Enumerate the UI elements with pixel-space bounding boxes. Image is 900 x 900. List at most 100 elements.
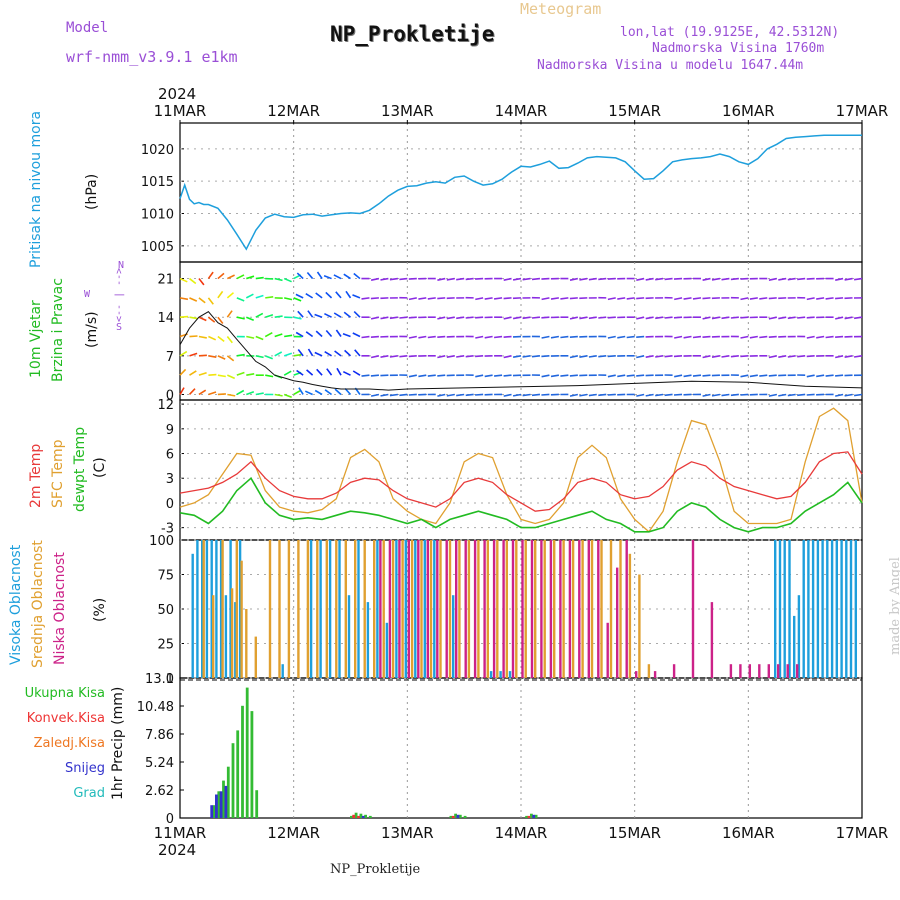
wind-barb <box>617 374 626 378</box>
wind-dir-w: W <box>84 289 91 300</box>
y-tick-clouds: 25 <box>157 638 174 653</box>
wind-barb <box>255 355 264 359</box>
wind-barb <box>399 393 408 397</box>
y-tick-clouds: 75 <box>157 569 174 584</box>
y-tick-pressure: 1020 <box>141 143 174 158</box>
cloud-high-bar <box>215 540 218 678</box>
pressure-line <box>179 134 862 251</box>
wind-barb <box>408 316 417 319</box>
wind-barb <box>236 389 245 396</box>
cloud-mid-bar <box>505 540 508 678</box>
wind-barb <box>361 297 370 300</box>
precip-bar-ukupna-kisa <box>454 813 457 818</box>
wind-barb <box>541 393 550 396</box>
wind-barb <box>389 316 398 320</box>
wind-barb <box>617 335 626 339</box>
wind-barb <box>579 277 588 281</box>
cloud-high-bar <box>811 540 815 678</box>
wind-barb <box>353 311 361 318</box>
wind-barb <box>787 355 796 358</box>
wind-barb <box>198 316 207 322</box>
wind-barb <box>189 297 198 302</box>
x-tick-bottom: 14MAR <box>495 824 548 842</box>
wind-barb <box>283 370 292 376</box>
wind-barb <box>475 316 484 319</box>
temp-unit-label: (C) <box>92 457 108 478</box>
x-tick-top: 12MAR <box>267 102 320 120</box>
precip-bar-ukupna-kisa <box>458 814 462 818</box>
wind-barb <box>598 316 607 319</box>
model-name: wrf-nmm_v3.9.1 e1km <box>66 48 238 66</box>
temp-2m-line <box>179 451 863 512</box>
precip-bar-ukupna-kisa <box>226 766 230 818</box>
precip-bar-ukupna-kisa <box>350 815 353 818</box>
wind-axis-label-2: Brzina i Pravac <box>50 278 66 382</box>
x-tick-top: 11MAR <box>154 102 207 120</box>
y-tick-precip: 13.1 <box>145 672 174 687</box>
wind-barb <box>353 272 361 280</box>
cloud-mid-bar <box>448 540 452 678</box>
cloud-high-bar <box>196 540 199 678</box>
wind-barb <box>297 349 304 357</box>
wind-barb <box>408 393 417 396</box>
wind-barb <box>560 297 569 300</box>
wind-barb <box>806 277 815 280</box>
wind-barb <box>673 277 683 280</box>
wind-barb <box>389 393 398 397</box>
wind-barb <box>797 355 806 358</box>
wind-barb <box>664 316 673 319</box>
precip-bar-ukupna-kisa <box>534 814 538 818</box>
cloud-high-bar <box>328 540 332 678</box>
cloud-high-bar <box>845 540 848 678</box>
wind-barb <box>655 316 664 320</box>
cloud-high-bar <box>366 602 370 678</box>
wind-barb <box>787 277 796 281</box>
wind-barb <box>189 335 198 338</box>
model-altitude-label: Nadmorska Visina u modelu 1647.44m <box>537 58 804 73</box>
cloud-mid-bar <box>439 540 442 678</box>
wind-barb <box>188 277 197 285</box>
wind-barb <box>607 316 616 319</box>
wind-barb <box>797 277 806 281</box>
wind-barb <box>227 393 236 397</box>
wind-barb <box>768 277 777 281</box>
precip-bar-ukupna-kisa <box>222 780 225 818</box>
y-tick-precip: 10.48 <box>137 700 174 715</box>
wind-barb <box>408 297 417 301</box>
wind-barb <box>778 316 787 320</box>
wind-barb <box>227 274 235 280</box>
wind-barb <box>806 393 815 396</box>
wind-barb <box>236 316 245 320</box>
wind-barb <box>283 277 292 283</box>
wind-barb <box>721 277 730 281</box>
wind-barb <box>284 297 293 301</box>
wind-barb <box>370 297 379 300</box>
cloud-high-bar <box>395 540 398 678</box>
wind-barb <box>217 374 226 378</box>
wind-barb <box>588 393 597 397</box>
precip-bar-snijeg <box>456 814 460 818</box>
wind-barb <box>245 293 254 299</box>
altitude-label: Nadmorska Visina 1760m <box>652 41 825 56</box>
cloud-mid-bar <box>420 540 423 678</box>
cloud-low-bar <box>549 540 553 678</box>
wind-barb <box>759 335 768 339</box>
wind-barb <box>335 329 342 337</box>
wind-barb <box>437 297 446 300</box>
cloud-mid-bar <box>571 540 575 678</box>
wind-barb <box>503 316 512 320</box>
wind-barb <box>692 335 702 339</box>
y-tick-clouds: 0 <box>166 672 174 687</box>
wind-barb <box>541 316 550 319</box>
wind-barb <box>475 374 484 378</box>
wind-barb <box>324 389 333 396</box>
cloud-low-bar <box>635 671 638 678</box>
wind-barb <box>683 374 692 378</box>
y-tick-wind: 0 <box>166 388 174 403</box>
precip-bar-ukupna-kisa <box>245 687 249 818</box>
wind-barb <box>207 297 214 305</box>
precip-bar-snijeg <box>210 805 214 818</box>
cloud-mid-bar <box>410 540 414 678</box>
y-tick-clouds: 100 <box>149 534 174 549</box>
x-tick-top: 13MAR <box>381 102 434 120</box>
